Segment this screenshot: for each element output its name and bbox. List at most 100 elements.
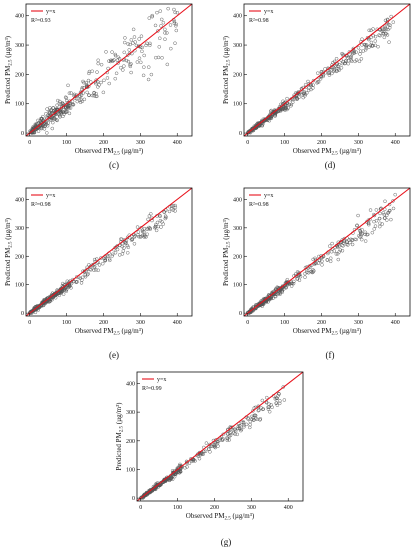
data-point xyxy=(96,61,100,66)
data-point xyxy=(367,37,371,42)
data-point xyxy=(77,98,82,102)
data-point xyxy=(242,425,246,429)
data-point xyxy=(389,14,393,19)
data-point xyxy=(383,24,387,29)
x-tick-label: 300 xyxy=(136,320,145,326)
data-point xyxy=(360,43,364,47)
data-point xyxy=(158,9,163,13)
data-point xyxy=(50,126,55,131)
data-point xyxy=(265,118,270,123)
data-point xyxy=(64,96,69,100)
data-point xyxy=(147,214,152,218)
x-tick-label: 300 xyxy=(354,320,363,326)
x-tick-label: 200 xyxy=(99,140,108,146)
data-point xyxy=(113,76,117,81)
data-point xyxy=(303,275,307,279)
data-point xyxy=(342,239,346,243)
data-point xyxy=(253,125,257,130)
data-point xyxy=(313,256,317,261)
data-point xyxy=(250,128,254,132)
data-point xyxy=(155,10,159,15)
data-point xyxy=(367,28,371,33)
data-point xyxy=(120,252,125,256)
data-point xyxy=(113,52,118,57)
data-point xyxy=(92,265,96,270)
data-point xyxy=(290,281,294,286)
data-point xyxy=(129,38,134,42)
data-point xyxy=(389,217,393,222)
data-point xyxy=(292,94,296,99)
data-point xyxy=(269,109,273,114)
data-point xyxy=(95,70,99,74)
data-point xyxy=(304,85,308,90)
data-point xyxy=(128,63,132,67)
y-tick-label: 300 xyxy=(126,410,135,416)
x-tick-label: 200 xyxy=(99,320,108,326)
data-point xyxy=(108,59,113,64)
data-point xyxy=(126,245,131,250)
data-point xyxy=(136,234,141,239)
data-point xyxy=(307,86,311,90)
data-point xyxy=(114,71,119,76)
data-point xyxy=(125,235,130,240)
y-tick-label: 100 xyxy=(126,467,135,473)
data-point xyxy=(66,83,70,88)
data-point xyxy=(381,32,386,36)
data-point xyxy=(121,249,126,253)
data-point xyxy=(235,432,239,437)
data-point xyxy=(65,287,69,291)
data-point xyxy=(57,102,62,106)
data-point xyxy=(75,99,79,104)
data-point xyxy=(362,42,367,47)
data-point xyxy=(84,83,89,87)
plot-frame xyxy=(25,187,193,317)
data-point xyxy=(334,252,339,256)
data-point xyxy=(279,106,283,111)
data-point xyxy=(225,436,229,440)
data-point xyxy=(248,422,252,427)
data-point xyxy=(360,228,364,232)
data-point xyxy=(312,269,316,273)
data-point xyxy=(154,222,158,227)
data-point xyxy=(301,95,305,100)
data-point xyxy=(104,50,108,54)
data-point xyxy=(251,418,256,422)
data-point xyxy=(252,413,257,418)
plot-frame xyxy=(136,371,304,502)
x-tick-label: 100 xyxy=(280,140,289,146)
data-point xyxy=(330,71,334,76)
data-point xyxy=(82,97,87,102)
data-point xyxy=(254,305,258,309)
data-point xyxy=(275,403,280,407)
data-point xyxy=(165,31,169,35)
data-point xyxy=(353,237,357,242)
data-point xyxy=(367,222,371,227)
data-point xyxy=(87,71,91,76)
data-point xyxy=(67,111,72,116)
data-point xyxy=(342,236,347,241)
data-point xyxy=(337,68,341,72)
data-point xyxy=(382,212,386,217)
data-point xyxy=(341,244,345,248)
data-point xyxy=(364,46,369,50)
data-point xyxy=(89,80,93,84)
data-point xyxy=(75,275,79,279)
data-point xyxy=(358,232,363,236)
data-point xyxy=(351,50,355,55)
data-point xyxy=(57,293,61,298)
r2-annotation: R²=0.98 xyxy=(249,18,269,24)
data-point xyxy=(85,90,89,95)
legend: y=x R²=0.98 xyxy=(249,9,273,24)
data-point xyxy=(272,110,277,114)
data-point xyxy=(363,48,368,52)
data-point xyxy=(49,108,53,112)
data-point xyxy=(382,35,387,40)
scatter-points xyxy=(139,385,287,500)
x-tick-label: 0 xyxy=(28,140,31,146)
data-point xyxy=(291,100,295,104)
data-point xyxy=(168,23,173,27)
data-point xyxy=(327,73,332,77)
data-point xyxy=(138,235,143,239)
data-point xyxy=(278,401,282,406)
